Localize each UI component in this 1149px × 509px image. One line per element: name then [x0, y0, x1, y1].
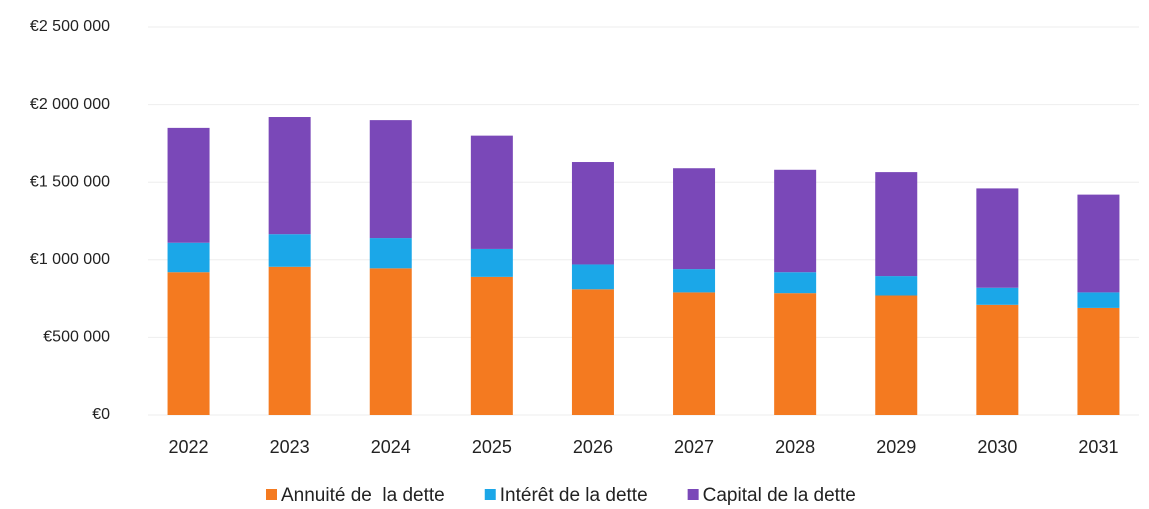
- y-tick-label: €500 000: [43, 329, 110, 346]
- bar-segment: [268, 117, 311, 235]
- y-tick-label: €1 000 000: [30, 251, 110, 268]
- legend-swatch: [687, 489, 699, 500]
- x-tick-label: 2024: [371, 437, 411, 457]
- bar-segment: [268, 234, 311, 267]
- x-tick-label: 2029: [876, 437, 916, 457]
- x-tick-label: 2023: [270, 437, 310, 457]
- x-tick-label: 2027: [674, 437, 714, 457]
- bar-segment: [167, 242, 210, 273]
- bar-segment: [369, 120, 412, 239]
- bar-segment: [673, 292, 716, 415]
- bar-segment: [774, 169, 817, 273]
- bar-segment: [369, 238, 412, 269]
- x-tick-label: 2025: [472, 437, 512, 457]
- y-tick-label: €1 500 000: [30, 173, 110, 190]
- x-tick-label: 2026: [573, 437, 613, 457]
- bar-segment: [571, 162, 614, 265]
- bar-segment: [976, 287, 1019, 305]
- bar-segment: [875, 172, 918, 277]
- bar-segment: [1077, 292, 1120, 308]
- bar-segment: [774, 293, 817, 415]
- bar-segment: [875, 276, 918, 296]
- legend-swatch: [484, 489, 496, 500]
- bar-segment: [268, 266, 311, 415]
- bar-segment: [470, 276, 513, 415]
- y-tick-label: €2 500 000: [30, 18, 110, 35]
- bar-segment: [875, 295, 918, 415]
- legend-label: Intérêt de la dette: [500, 485, 648, 506]
- bar-segment: [167, 127, 210, 243]
- bar-segment: [369, 268, 412, 415]
- x-tick-label: 2030: [977, 437, 1017, 457]
- legend-swatch: [266, 489, 277, 500]
- bar-segment: [571, 289, 614, 415]
- legend-label: Annuité de la dette: [281, 485, 445, 506]
- y-tick-label: €0: [92, 406, 110, 423]
- bar-segment: [470, 135, 513, 249]
- bar-segment: [470, 248, 513, 277]
- legend-label: Capital de la dette: [703, 485, 856, 506]
- x-tick-label: 2031: [1078, 437, 1118, 457]
- bar-segment: [1077, 307, 1120, 415]
- bar-segment: [673, 168, 716, 270]
- bar-segment: [976, 188, 1019, 288]
- x-tick-label: 2028: [775, 437, 815, 457]
- bar-segment: [1077, 194, 1120, 293]
- bar-segment: [774, 272, 817, 294]
- y-tick-label: €2 000 000: [30, 96, 110, 113]
- x-tick-label: 2022: [169, 437, 209, 457]
- bar-segment: [571, 264, 614, 290]
- bar-segment: [673, 269, 716, 293]
- bar-segment: [976, 304, 1019, 415]
- bar-segment: [167, 272, 210, 415]
